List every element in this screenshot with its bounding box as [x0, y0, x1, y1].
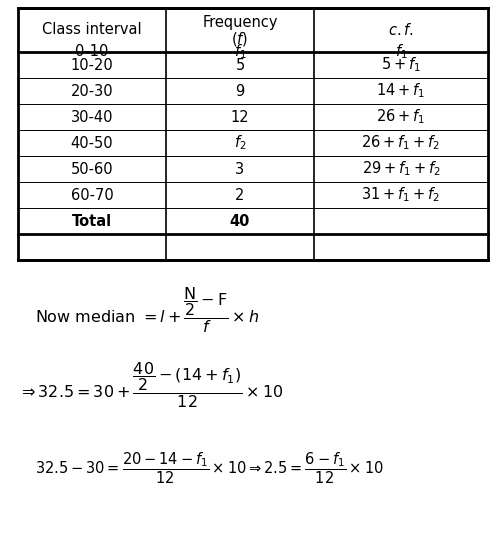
Text: 3: 3 [235, 161, 244, 177]
Text: $29 + f_1 + f_2$: $29 + f_1 + f_2$ [361, 160, 439, 178]
Text: Class interval: Class interval [42, 22, 141, 37]
Text: $14 + f_1$: $14 + f_1$ [376, 82, 425, 100]
Text: $\Rightarrow 32.5 = 30 + \dfrac{\dfrac{40}{2} - (14 + f_1)}{12} \times 10$: $\Rightarrow 32.5 = 30 + \dfrac{\dfrac{4… [18, 360, 283, 410]
Text: 40-50: 40-50 [71, 136, 113, 151]
Text: $f_1$: $f_1$ [233, 43, 246, 61]
Text: 60-70: 60-70 [71, 187, 113, 202]
Text: 30-40: 30-40 [71, 109, 113, 124]
Text: $5 + f_1$: $5 + f_1$ [380, 56, 420, 74]
Text: $31 + f_1 + f_2$: $31 + f_1 + f_2$ [361, 186, 440, 205]
Text: $f_2$: $f_2$ [233, 134, 246, 152]
Text: $\it{c.f.}$: $\it{c.f.}$ [387, 22, 413, 38]
Text: Total: Total [72, 214, 112, 229]
Text: 0-10: 0-10 [75, 44, 109, 59]
Text: Frequency: Frequency [202, 15, 277, 30]
Text: 2: 2 [235, 187, 244, 202]
Text: 20-30: 20-30 [71, 83, 113, 98]
Text: $(f)$: $(f)$ [231, 30, 248, 48]
Text: 40: 40 [229, 214, 249, 229]
Text: $32.5 - 30 = \dfrac{20 - 14 - f_1}{12} \times 10 \Rightarrow 2.5 = \dfrac{6 - f_: $32.5 - 30 = \dfrac{20 - 14 - f_1}{12} \… [35, 450, 383, 485]
Text: $26 + f_1 + f_2$: $26 + f_1 + f_2$ [361, 134, 440, 152]
Text: $26 + f_1$: $26 + f_1$ [376, 108, 425, 127]
Text: 12: 12 [230, 109, 249, 124]
Text: $f_1$: $f_1$ [394, 43, 406, 61]
Text: 5: 5 [235, 58, 244, 73]
Text: 9: 9 [235, 83, 244, 98]
Text: Now median $= l + \dfrac{\dfrac{\mathrm{N}}{2} - \mathrm{F}}{f} \times h$: Now median $= l + \dfrac{\dfrac{\mathrm{… [35, 285, 259, 335]
Text: 10-20: 10-20 [71, 58, 113, 73]
Text: 50-60: 50-60 [71, 161, 113, 177]
